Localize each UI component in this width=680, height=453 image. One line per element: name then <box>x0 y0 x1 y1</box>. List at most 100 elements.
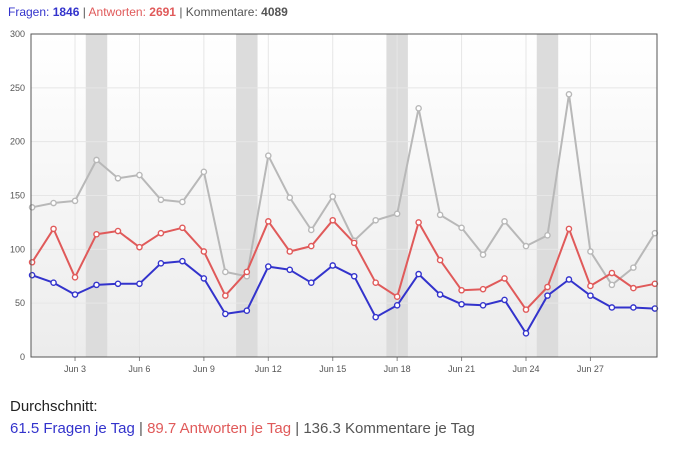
data-point-antworten <box>286 248 294 255</box>
data-point-kommentare <box>329 193 337 200</box>
x-tick-label: Jun 6 <box>128 364 150 374</box>
data-point-kommentare <box>372 216 379 224</box>
data-point-kommentare <box>630 264 637 271</box>
data-point-fragen <box>265 263 272 270</box>
data-point-kommentare <box>544 232 551 239</box>
data-point-fragen <box>608 304 616 311</box>
data-point-fragen <box>136 280 143 288</box>
y-tick-label: 200 <box>10 137 25 147</box>
data-point-kommentare <box>114 174 122 182</box>
data-point-antworten <box>565 225 573 233</box>
data-point-antworten <box>630 284 637 292</box>
data-point-kommentare <box>93 156 100 164</box>
data-point-antworten <box>179 224 186 232</box>
data-point-kommentare <box>222 268 229 276</box>
data-point-kommentare <box>608 281 616 289</box>
data-point-fragen <box>222 310 229 318</box>
x-tick-label: Jun 18 <box>384 364 411 374</box>
data-point-fragen <box>93 281 100 289</box>
average-fragen: 61.5 Fragen je Tag <box>10 420 135 437</box>
data-point-antworten <box>608 269 616 277</box>
average-summary: 61.5 Fragen je Tag | 89.7 Antworten je T… <box>10 420 475 437</box>
data-point-antworten <box>479 285 487 293</box>
data-point-fragen <box>565 276 573 283</box>
series-line-kommentare <box>31 93 656 286</box>
data-point-antworten <box>50 225 57 233</box>
data-point-fragen <box>458 300 465 308</box>
x-tick-label: Jun 27 <box>577 364 604 374</box>
data-point-antworten <box>136 243 143 251</box>
data-point-antworten <box>307 242 315 250</box>
data-point-antworten <box>501 275 508 282</box>
data-point-antworten <box>587 282 594 290</box>
x-tick-label: Jun 3 <box>64 364 86 374</box>
data-point-kommentare <box>136 171 143 179</box>
y-tick-label: 0 <box>20 352 25 362</box>
kommentare-total-label: Kommentare: <box>185 5 258 19</box>
y-tick-label: 100 <box>10 244 25 254</box>
data-point-antworten <box>265 218 272 225</box>
data-point-kommentare <box>286 194 294 201</box>
data-point-fragen <box>587 292 594 299</box>
data-point-fragen <box>630 304 637 311</box>
data-point-antworten <box>415 219 422 226</box>
data-point-kommentare <box>157 196 165 204</box>
data-point-fragen <box>50 279 57 287</box>
totals-separator: | <box>179 5 183 19</box>
data-point-fragen <box>501 296 508 304</box>
data-point-fragen <box>200 275 208 282</box>
data-point-antworten <box>243 268 251 276</box>
data-point-kommentare <box>71 197 79 205</box>
data-point-kommentare <box>200 168 208 176</box>
antworten-total-value: 2691 <box>149 5 176 19</box>
data-point-kommentare <box>50 199 57 207</box>
data-point-kommentare <box>436 211 444 219</box>
y-tick-label: 300 <box>10 29 25 39</box>
data-point-fragen <box>544 292 551 299</box>
totals-separator: | <box>82 5 86 19</box>
data-point-kommentare <box>587 248 594 255</box>
data-point-fragen <box>114 280 122 288</box>
data-point-fragen <box>350 272 358 280</box>
data-point-fragen <box>243 307 251 315</box>
data-point-antworten <box>522 306 530 313</box>
data-point-fragen <box>157 260 165 267</box>
data-point-kommentare <box>28 204 36 211</box>
data-point-antworten <box>393 293 401 301</box>
y-tick-label: 50 <box>15 298 25 308</box>
average-title: Durchschnitt: <box>10 398 98 415</box>
data-point-antworten <box>200 248 208 255</box>
data-point-fragen <box>286 266 294 274</box>
data-point-antworten <box>222 292 229 299</box>
data-point-antworten <box>544 283 551 291</box>
data-point-kommentare <box>522 242 530 250</box>
data-point-fragen <box>329 262 337 269</box>
data-point-fragen <box>393 302 401 309</box>
data-point-kommentare <box>265 152 272 159</box>
x-tick-label: Jun 24 <box>512 364 539 374</box>
data-point-antworten <box>458 286 465 294</box>
y-tick-label: 250 <box>10 83 25 93</box>
data-point-antworten <box>71 274 79 281</box>
antworten-total-label: Antworten: <box>88 5 146 19</box>
series-line-antworten <box>31 219 656 311</box>
data-point-kommentare <box>307 226 315 234</box>
data-point-antworten <box>114 227 122 235</box>
data-point-fragen <box>479 302 487 309</box>
data-point-kommentare <box>565 90 573 98</box>
data-point-antworten <box>28 258 36 266</box>
data-point-fragen <box>436 291 444 298</box>
average-separator: | <box>295 420 300 437</box>
totals-bar: Fragen: 1846 | Antworten: 2691 | Komment… <box>8 5 288 19</box>
data-point-antworten <box>157 229 165 237</box>
data-point-fragen <box>179 257 186 265</box>
data-point-antworten <box>350 239 358 247</box>
data-point-fragen <box>372 313 379 321</box>
average-separator: | <box>138 420 143 437</box>
data-point-antworten <box>329 216 337 224</box>
data-point-kommentare <box>393 210 401 218</box>
data-point-fragen <box>415 270 422 278</box>
average-kommentare: 136.3 Kommentare je Tag <box>303 420 475 437</box>
x-tick-label: Jun 15 <box>319 364 346 374</box>
data-point-antworten <box>436 256 444 264</box>
